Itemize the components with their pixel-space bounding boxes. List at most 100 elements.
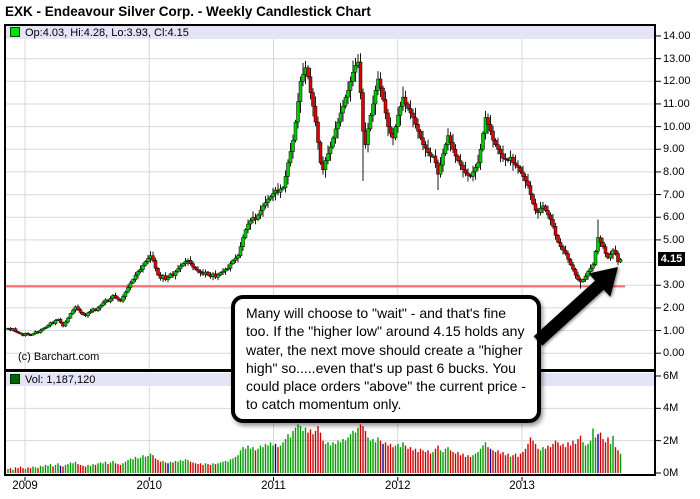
volume-bar bbox=[174, 460, 177, 473]
price-legend-bar bbox=[6, 26, 654, 39]
volume-bar bbox=[129, 458, 132, 473]
volume-bar bbox=[547, 445, 549, 473]
candle-body bbox=[543, 205, 548, 211]
volume-bar bbox=[312, 434, 314, 473]
candle-body bbox=[563, 249, 568, 254]
volume-bar bbox=[242, 447, 244, 473]
candle-body bbox=[268, 196, 273, 200]
volume-bar bbox=[484, 442, 487, 473]
candle-body bbox=[328, 146, 333, 155]
volume-bar bbox=[157, 460, 159, 473]
volume-bar bbox=[112, 460, 114, 473]
candle-body bbox=[448, 135, 453, 143]
volume-bar bbox=[222, 461, 224, 473]
volume-bar bbox=[544, 448, 547, 473]
volume-bar bbox=[139, 457, 142, 473]
volume-bar bbox=[537, 448, 539, 473]
volume-bar bbox=[79, 464, 82, 473]
volume-bar bbox=[359, 424, 362, 473]
volume-bar bbox=[519, 453, 522, 473]
volume-bar bbox=[304, 427, 307, 473]
volume-bar bbox=[607, 437, 609, 473]
volume-bar bbox=[74, 461, 77, 473]
volume-bar bbox=[224, 460, 227, 473]
volume-bar bbox=[567, 442, 569, 473]
price-axis-label: 2.00 bbox=[663, 301, 685, 314]
volume-bar bbox=[407, 448, 409, 473]
volume-bar bbox=[409, 447, 412, 473]
candle-body bbox=[323, 160, 328, 170]
candle-body bbox=[378, 78, 383, 89]
volume-bar bbox=[429, 453, 432, 473]
volume-bar bbox=[57, 463, 59, 473]
volume-bar bbox=[137, 458, 139, 473]
volume-bar bbox=[319, 432, 322, 473]
volume-bar bbox=[202, 464, 204, 473]
volume-bar bbox=[587, 443, 589, 473]
candle-body bbox=[538, 207, 543, 213]
volume-bar bbox=[419, 448, 422, 473]
volume-bar bbox=[24, 468, 27, 473]
year-label: 2012 bbox=[384, 480, 411, 492]
volume-bar bbox=[389, 443, 392, 473]
candle-body bbox=[486, 117, 490, 125]
candle-body bbox=[68, 313, 73, 319]
volume-bar bbox=[322, 440, 324, 473]
volume-bar bbox=[582, 442, 584, 473]
candle-body bbox=[221, 270, 225, 274]
volume-bar bbox=[614, 447, 617, 473]
volume-legend-swatch-icon bbox=[10, 374, 20, 384]
candle-body bbox=[121, 296, 125, 302]
volume-bar bbox=[169, 461, 172, 473]
candle-body bbox=[136, 271, 140, 276]
volume-bar bbox=[309, 429, 312, 473]
candle-body bbox=[618, 258, 623, 263]
volume-bar bbox=[384, 442, 387, 473]
page-title: EXK - Endeavour Silver Corp. - Weekly Ca… bbox=[5, 4, 371, 19]
candle-body bbox=[26, 333, 30, 335]
volume-bar bbox=[152, 455, 154, 473]
volume-bar bbox=[282, 442, 284, 473]
candle-body bbox=[306, 67, 310, 77]
candle-body bbox=[193, 266, 198, 270]
candle-body bbox=[88, 311, 93, 314]
volume-bar bbox=[49, 464, 52, 473]
volume-bar bbox=[367, 437, 369, 473]
candle-body bbox=[98, 305, 103, 309]
candle-body bbox=[258, 210, 263, 216]
candle-body bbox=[146, 258, 150, 262]
candle-body bbox=[366, 128, 370, 145]
candle-body bbox=[358, 61, 363, 93]
volume-bar bbox=[17, 468, 19, 473]
candle-body bbox=[548, 214, 553, 220]
price-axis-label: 9.00 bbox=[663, 143, 685, 156]
volume-bar bbox=[144, 456, 147, 473]
candle-body bbox=[18, 332, 23, 335]
volume-bar bbox=[87, 464, 89, 473]
volume-bar bbox=[142, 455, 144, 473]
candle-body bbox=[226, 267, 230, 270]
volume-bar bbox=[292, 430, 294, 473]
volume-bar bbox=[422, 450, 424, 473]
ohlc-legend-swatch-icon bbox=[10, 27, 20, 37]
volume-bar bbox=[62, 466, 64, 473]
volume-bar bbox=[212, 463, 214, 473]
candle-body bbox=[478, 149, 483, 164]
volume-bar bbox=[502, 451, 504, 473]
volume-bar bbox=[274, 443, 277, 473]
candle-body bbox=[101, 302, 105, 306]
volume-bar bbox=[452, 451, 454, 473]
candle-body bbox=[371, 103, 375, 116]
candle-body bbox=[511, 156, 515, 164]
candle-body bbox=[396, 115, 400, 127]
volume-bar bbox=[149, 453, 152, 473]
volume-bar bbox=[177, 461, 179, 473]
volume-bar bbox=[584, 445, 587, 473]
candle-body bbox=[128, 282, 133, 288]
volume-bar bbox=[257, 448, 259, 473]
candle-body bbox=[281, 187, 285, 190]
candle-body bbox=[361, 92, 365, 132]
volume-bar bbox=[54, 464, 57, 473]
volume-bar bbox=[619, 453, 622, 473]
